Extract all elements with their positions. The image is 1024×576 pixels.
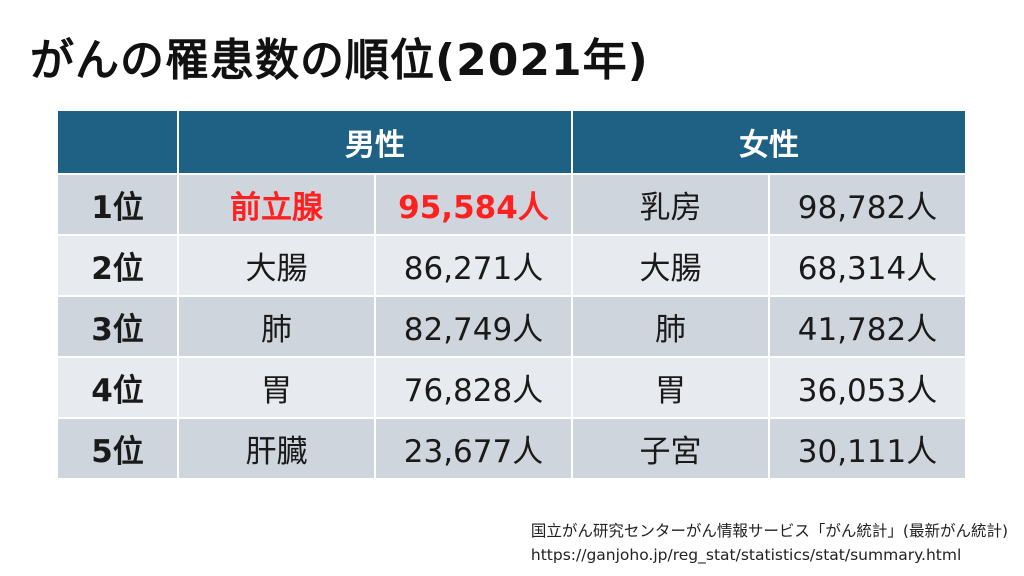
rank-label: 4位 [56,356,179,419]
male-count: 23,677人 [374,417,573,480]
source-citation: 国立がん研究センターがん情報サービス「がん統計」(最新がん統計) https:/… [531,519,1008,567]
male-site-highlight: 前立腺 [177,173,376,236]
male-site: 胃 [177,356,376,419]
male-count: 82,749人 [374,295,573,358]
header-blank-cell [56,109,179,175]
rank-label: 5位 [56,417,179,480]
male-count-highlight: 95,584人 [374,173,573,236]
male-site: 肝臓 [177,417,376,480]
female-site: 乳房 [571,173,770,236]
table-row: 3位 肺 82,749人 肺 41,782人 [56,295,967,358]
source-url: https://ganjoho.jp/reg_stat/statistics/s… [530,546,962,564]
female-count: 30,111人 [768,417,967,480]
female-count: 98,782人 [768,173,967,236]
table-row: 2位 大腸 86,271人 大腸 68,314人 [56,234,967,297]
page-title: がんの罹患数の順位(2021年) [30,35,649,86]
table-header-row: 男性 女性 [56,109,967,175]
rank-label: 1位 [56,173,179,236]
header-female: 女性 [571,109,967,175]
female-count: 36,053人 [768,356,967,419]
table-row: 5位 肝臓 23,677人 子宮 30,111人 [56,417,967,480]
female-site: 胃 [571,356,770,419]
table-row: 4位 胃 76,828人 胃 36,053人 [56,356,967,419]
male-count: 76,828人 [374,356,573,419]
header-male: 男性 [177,109,573,175]
cancer-ranking-table: 男性 女性 1位 前立腺 95,584人 乳房 98,782人 2位 大腸 86… [56,109,967,480]
source-name: 国立がん研究センターがん情報サービス「がん統計」(最新がん統計) [530,522,1008,540]
female-site: 子宮 [571,417,770,480]
female-site: 大腸 [571,234,770,297]
female-count: 68,314人 [768,234,967,297]
rank-label: 3位 [56,295,179,358]
female-site: 肺 [571,295,770,358]
female-count: 41,782人 [768,295,967,358]
rank-label: 2位 [56,234,179,297]
male-site: 大腸 [177,234,376,297]
table-row: 1位 前立腺 95,584人 乳房 98,782人 [56,173,967,236]
male-site: 肺 [177,295,376,358]
male-count: 86,271人 [374,234,573,297]
